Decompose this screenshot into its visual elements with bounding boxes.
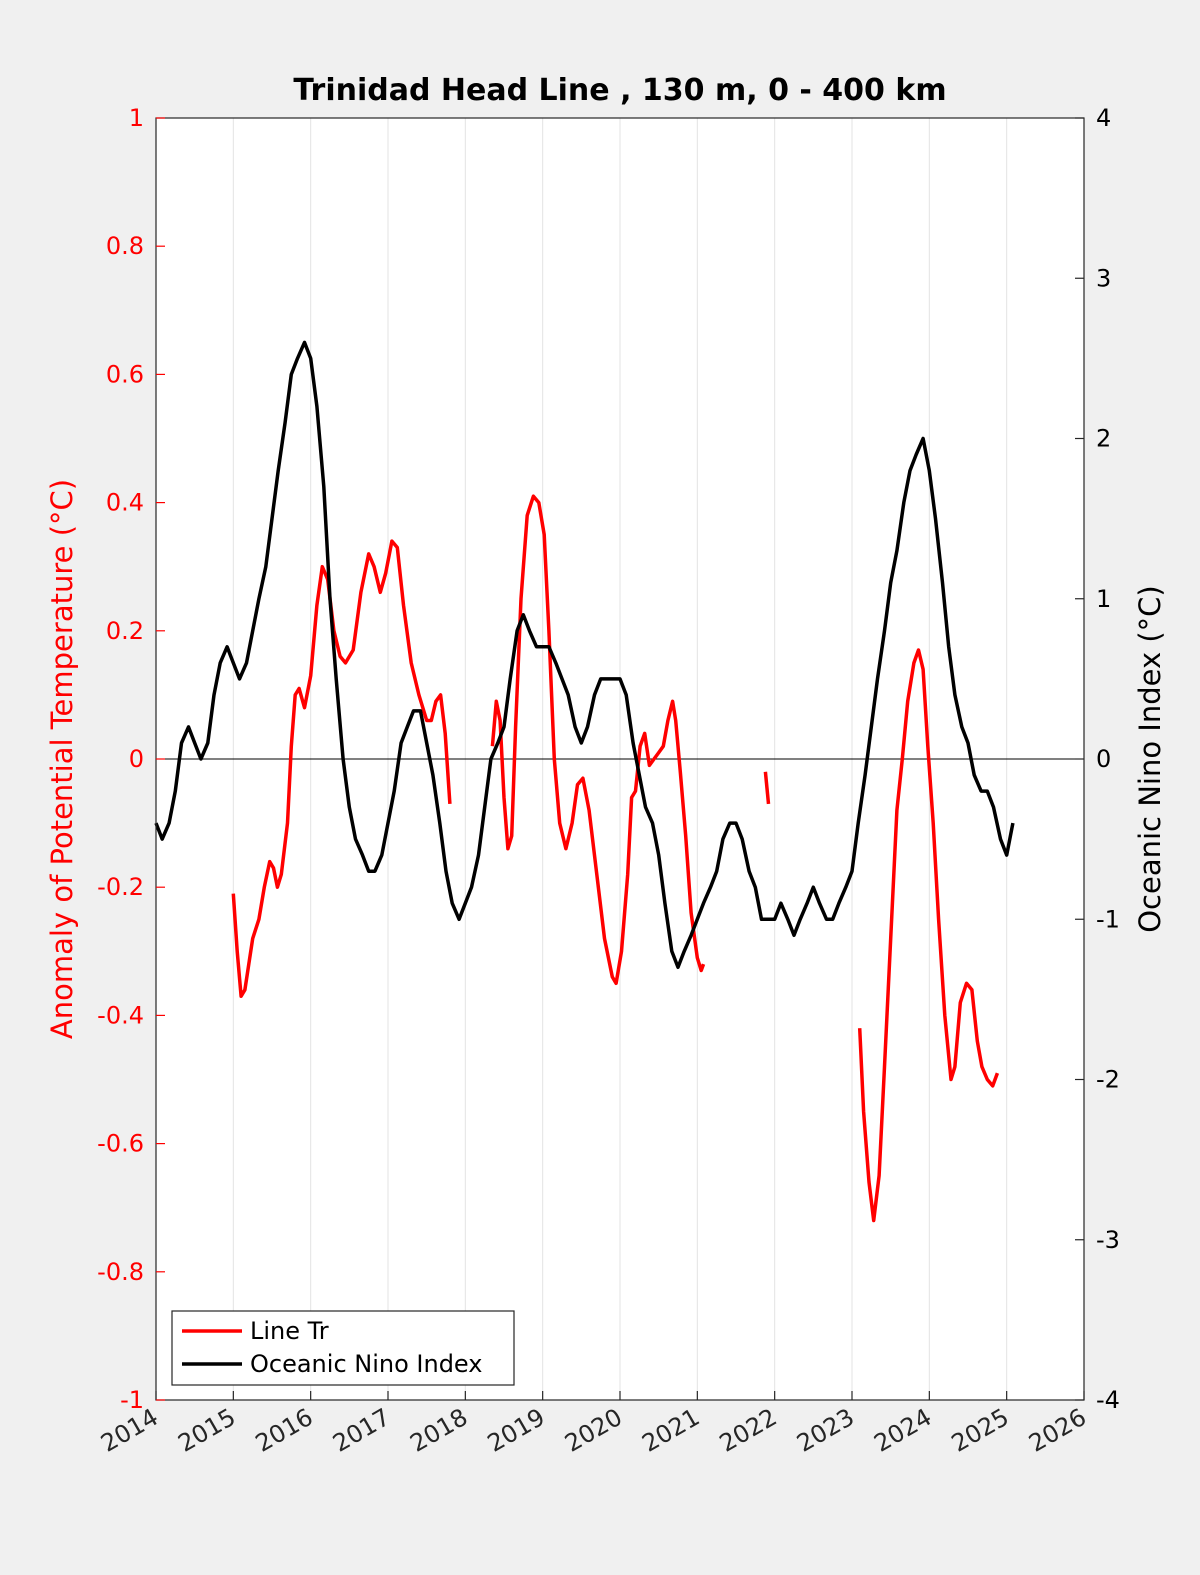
y-left-tick-label: 0.6 [106, 360, 144, 388]
legend: Line Tr Oceanic Nino Index [171, 1310, 515, 1386]
y-right-tick-label: 0 [1096, 745, 1111, 773]
y-left-tick-label: -1 [120, 1386, 144, 1414]
series-oni-line-0 [154, 340, 1015, 970]
y-axis-label-right: Oceanic Nino Index (°C) [1133, 585, 1167, 933]
y-left-tick-label: -0.2 [97, 873, 144, 901]
y-right-tick-label: 1 [1096, 585, 1111, 613]
y-left-tick-label: -0.6 [97, 1130, 144, 1158]
series-line-tr-segment-1 [490, 494, 706, 986]
series-line-tr-segment-3 [857, 648, 1000, 1223]
chart-title: Trinidad Head Line , 130 m, 0 - 400 km [293, 73, 946, 108]
y-right-tick-label: 4 [1096, 104, 1111, 132]
y-left-tick-label: 0.2 [106, 617, 144, 645]
legend-box [171, 1310, 515, 1386]
series-line-tr-segment-2 [763, 771, 771, 805]
y-right-tick-label: -1 [1096, 905, 1120, 933]
y-left-tick-label: 0.8 [106, 232, 144, 260]
legend-label-line-tr: Line Tr [250, 1317, 329, 1345]
series-layer [154, 340, 1015, 1223]
y-left-tick-label: 0 [129, 745, 144, 773]
y-right-tick-label: 2 [1096, 425, 1111, 453]
y-right-tick-label: 3 [1096, 264, 1111, 292]
y-left-tick-label: 1 [129, 104, 144, 132]
y-right-tick-label: -2 [1096, 1066, 1120, 1094]
y-axis-label-left: Anomaly of Potential Temperature (°C) [45, 479, 79, 1039]
y-right-tick-label: -4 [1096, 1386, 1120, 1414]
y-right-tick-label: -3 [1096, 1226, 1120, 1254]
y-left-tick-label: 0.4 [106, 489, 144, 517]
legend-label-oni: Oceanic Nino Index [250, 1350, 482, 1378]
y-left-tick-label: -0.8 [97, 1258, 144, 1286]
y-left-tick-label: -0.4 [97, 1001, 144, 1029]
